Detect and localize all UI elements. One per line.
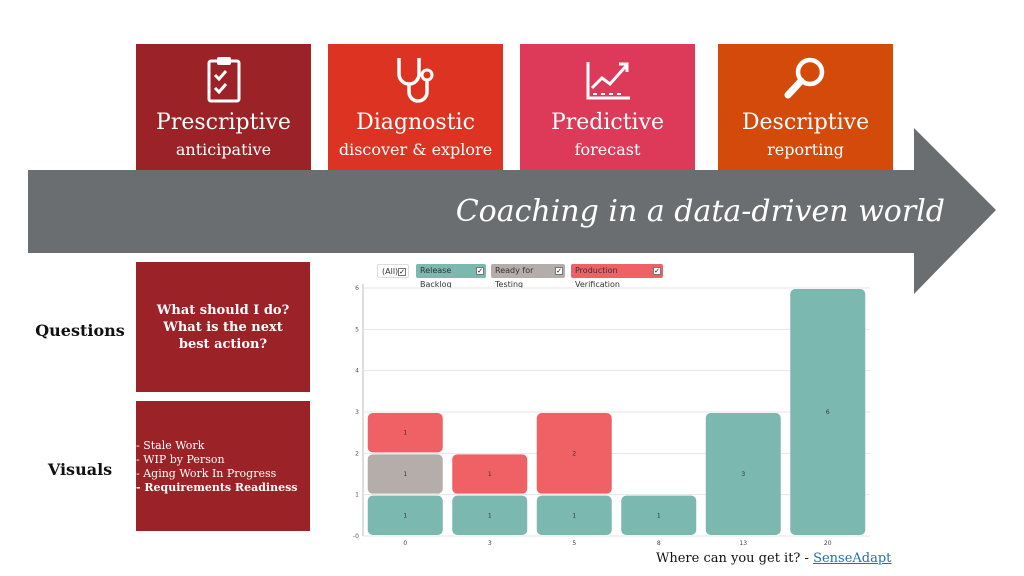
x-tick-label: 8 bbox=[657, 540, 661, 547]
checkbox-icon[interactable]: ✓ bbox=[555, 267, 563, 275]
visual-item: - Requirements Readiness bbox=[136, 481, 298, 494]
card-title: Diagnostic bbox=[356, 110, 475, 135]
data-label: 1 bbox=[488, 512, 492, 519]
clipboard-check-icon bbox=[136, 54, 311, 110]
card-subtitle: forecast bbox=[574, 140, 641, 159]
legend-ready-for-testing[interactable]: Ready for Testing ✓ bbox=[491, 264, 565, 289]
bar-segment bbox=[452, 495, 528, 535]
visuals-box: - Stale Work - WIP by Person - Aging Wor… bbox=[136, 401, 310, 531]
legend-label: Production Verification bbox=[575, 266, 620, 289]
card-diagnostic: Diagnostic discover & explore bbox=[328, 44, 503, 171]
checkbox-icon[interactable]: ✓ bbox=[398, 268, 406, 276]
footer-prefix: Where can you get it? - bbox=[656, 551, 814, 566]
bar-segment bbox=[367, 454, 443, 494]
checkbox-icon[interactable]: ✓ bbox=[476, 267, 484, 275]
card-title: Predictive bbox=[550, 110, 665, 135]
y-tick-label: 6 bbox=[355, 285, 359, 292]
x-tick-label: 3 bbox=[488, 540, 492, 547]
legend-release-backlog[interactable]: Release Backlog ✓ bbox=[416, 264, 486, 289]
x-tick-label: 5 bbox=[572, 540, 576, 547]
checkbox-icon[interactable]: ✓ bbox=[653, 267, 661, 275]
card-subtitle: reporting bbox=[767, 140, 844, 159]
y-tick-label: 1 bbox=[355, 492, 359, 499]
card-title: Prescriptive bbox=[156, 110, 291, 135]
bar-segment bbox=[621, 495, 697, 535]
data-label: 1 bbox=[403, 430, 407, 437]
stethoscope-icon bbox=[328, 54, 503, 110]
data-label: 1 bbox=[488, 471, 492, 478]
legend-label: Ready for Testing bbox=[495, 266, 534, 289]
card-subtitle: anticipative bbox=[175, 140, 272, 159]
legend-label: (All) bbox=[382, 267, 399, 276]
visual-item: - WIP by Person bbox=[136, 453, 225, 466]
bar-segment bbox=[705, 413, 781, 535]
bar-segment bbox=[367, 495, 443, 535]
bar-segment bbox=[536, 495, 612, 535]
arrow-title: Coaching in a data-driven world bbox=[455, 194, 945, 229]
senseadapt-link[interactable]: SenseAdapt bbox=[813, 551, 892, 566]
card-title: Descriptive bbox=[741, 110, 870, 135]
data-label: 2 bbox=[572, 450, 576, 457]
y-tick-label: -0 bbox=[353, 533, 359, 540]
data-label: 1 bbox=[403, 512, 407, 519]
bar-segment bbox=[367, 413, 443, 453]
x-tick-label: 13 bbox=[739, 540, 747, 547]
data-label: 6 bbox=[826, 409, 830, 416]
footer: Where can you get it? - SenseAdapt bbox=[656, 551, 891, 566]
card-predictive: Predictive forecast bbox=[520, 44, 695, 171]
y-tick-label: 5 bbox=[355, 326, 359, 333]
card-prescriptive: Prescriptive anticipative bbox=[136, 44, 311, 171]
data-label: 1 bbox=[657, 512, 661, 519]
arrow-band bbox=[28, 128, 996, 294]
data-label: 1 bbox=[403, 471, 407, 478]
questions-text: What should I do? What is the next best … bbox=[156, 302, 290, 352]
magnifier-icon bbox=[718, 54, 893, 110]
card-subtitle: discover & explore bbox=[338, 140, 493, 159]
questions-label: Questions bbox=[35, 321, 125, 340]
legend-production-verification[interactable]: Production Verification ✓ bbox=[571, 264, 663, 289]
legend-all[interactable]: (All) ✓ bbox=[377, 264, 409, 278]
x-tick-label: 20 bbox=[824, 540, 832, 547]
data-label: 3 bbox=[741, 471, 745, 478]
questions-box: What should I do? What is the next best … bbox=[136, 262, 310, 392]
visual-item: - Stale Work bbox=[136, 439, 205, 452]
x-tick-label: 0 bbox=[403, 540, 407, 547]
y-tick-label: 3 bbox=[355, 409, 359, 416]
bar-segment bbox=[452, 454, 528, 494]
bar-segment bbox=[790, 289, 866, 535]
legend-label: Release Backlog bbox=[420, 266, 452, 289]
visual-item: - Aging Work In Progress bbox=[136, 467, 277, 480]
trend-chart-icon bbox=[520, 54, 695, 110]
card-descriptive: Descriptive reporting bbox=[718, 44, 893, 171]
visuals-label: Visuals bbox=[47, 460, 113, 479]
data-label: 1 bbox=[572, 512, 576, 519]
y-tick-label: 4 bbox=[355, 368, 359, 375]
bar-segment bbox=[536, 413, 612, 494]
y-tick-label: 2 bbox=[355, 450, 359, 457]
